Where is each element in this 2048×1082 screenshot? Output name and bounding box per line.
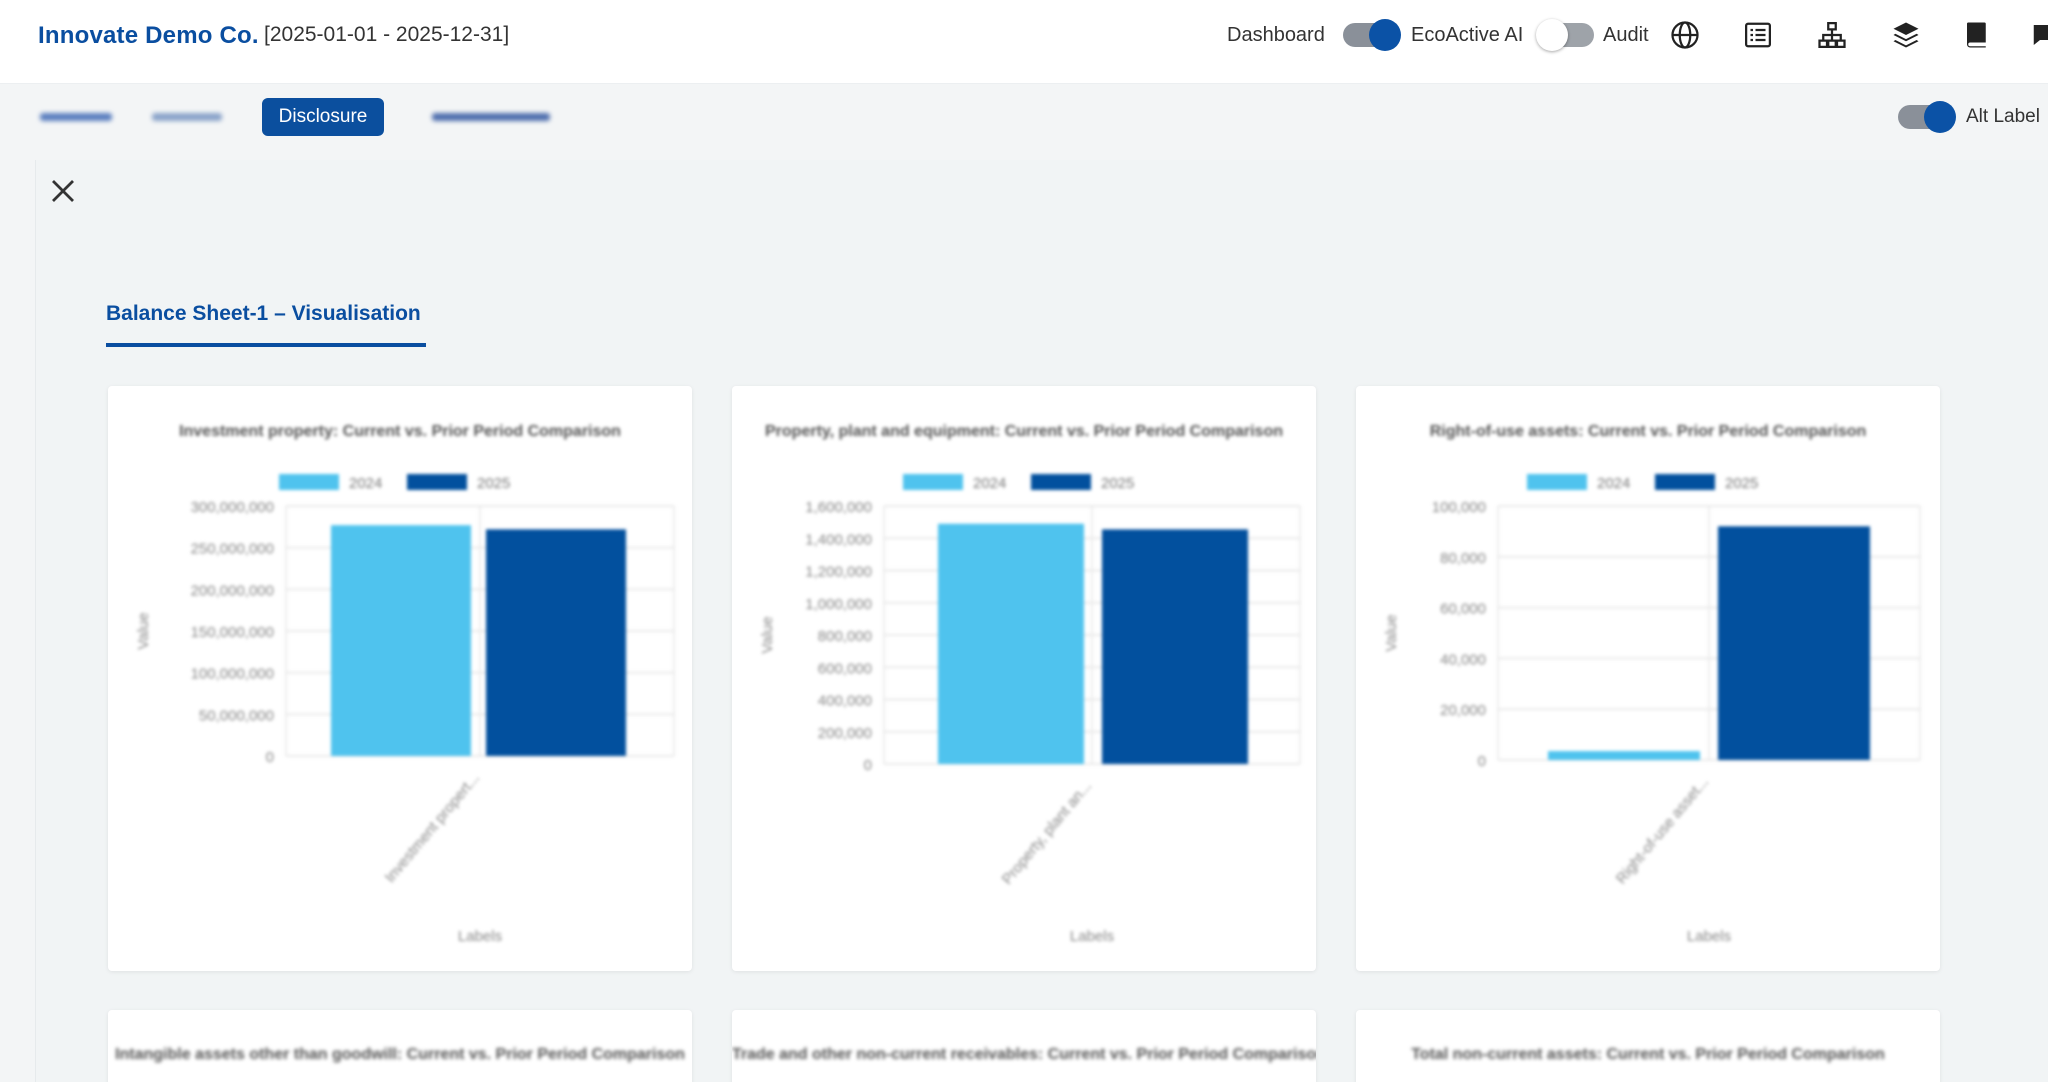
y-tick-label: 200,000,000: [191, 582, 274, 599]
nav-tab-2[interactable]: [142, 100, 236, 134]
dashboard-label: Dashboard: [1227, 24, 1325, 46]
chart-card-trade-receivables: Trade and other non-current receivables:…: [732, 1010, 1316, 1082]
y-tick-label: 0: [864, 757, 872, 774]
chart-property-plant-equipment: Property, plant and equipment: Current v…: [759, 423, 1301, 945]
x-axis-label: Labels: [458, 928, 502, 945]
y-tick-label: 1,000,000: [805, 596, 872, 613]
y-tick-label: 50,000,000: [199, 707, 274, 724]
chart-title: Intangible assets other than goodwill: C…: [115, 1046, 685, 1063]
legend-label: 2025: [477, 475, 510, 492]
legend-label: 2024: [349, 475, 382, 492]
chart-card-right-of-use-assets: Right-of-use assets: Current vs. Prior P…: [1356, 386, 1940, 971]
y-tick-label: 1,200,000: [805, 564, 872, 581]
sheet-tab-balance-sheet-1[interactable]: Balance Sheet-1 – Visualisation: [106, 302, 421, 325]
nav-tab-4[interactable]: [410, 100, 566, 134]
y-tick-label: 400,000: [818, 693, 872, 710]
y-tick-label: 100,000,000: [191, 666, 274, 683]
close-icon[interactable]: [48, 176, 78, 206]
legend-label: 2024: [1597, 475, 1630, 492]
y-tick-label: 200,000: [818, 725, 872, 742]
x-category-label: Investment propert...: [382, 770, 483, 886]
chart-title: Property, plant and equipment: Current v…: [765, 423, 1283, 440]
y-tick-label: 250,000,000: [191, 541, 274, 558]
toggle-knob: [1536, 19, 1568, 51]
bar-2024: [1548, 751, 1700, 760]
chart-title: Right-of-use assets: Current vs. Prior P…: [1430, 423, 1867, 440]
y-tick-label: 0: [1478, 753, 1486, 770]
disclosure-tab[interactable]: Disclosure: [262, 98, 384, 136]
layers-icon[interactable]: [1891, 20, 1921, 50]
ecoactive-ai-toggle[interactable]: [1536, 19, 1594, 51]
top-header: Innovate Demo Co. [2025-01-01 - 2025-12-…: [0, 0, 2048, 84]
y-tick-label: 100,000: [1432, 499, 1486, 516]
alt-label-text: Alt Label: [1966, 106, 2040, 127]
y-tick-label: 20,000: [1440, 702, 1486, 719]
legend-label: 2025: [1101, 475, 1134, 492]
y-tick-label: 150,000,000: [191, 624, 274, 641]
nav-tab-1[interactable]: [34, 100, 122, 134]
dashboard-toggle[interactable]: [1343, 19, 1401, 51]
globe-icon[interactable]: [1670, 20, 1700, 50]
chart-investment-property: Investment property: Current vs. Prior P…: [135, 423, 675, 945]
chart-card-intangible-assets: Intangible assets other than goodwill: C…: [108, 1010, 692, 1082]
alt-label-toggle[interactable]: [1898, 101, 1956, 133]
legend-swatch: [1527, 474, 1587, 490]
legend-swatch: [1031, 474, 1091, 490]
bar-2025: [1102, 529, 1248, 764]
y-tick-label: 300,000,000: [191, 499, 274, 516]
bar-2024: [938, 523, 1084, 764]
book-icon[interactable]: [1962, 20, 1992, 50]
legend-swatch: [279, 474, 339, 490]
y-axis-label: Value: [1383, 614, 1400, 651]
ecoactive-ai-label: EcoActive AI: [1411, 24, 1524, 46]
y-tick-label: 800,000: [818, 628, 872, 645]
y-tick-label: 40,000: [1440, 651, 1486, 668]
legend-swatch: [1655, 474, 1715, 490]
chat-icon[interactable]: [2030, 20, 2048, 50]
chart-title: Total non-current assets: Current vs. Pr…: [1411, 1046, 1885, 1063]
legend-swatch: [903, 474, 963, 490]
sheet-tab-underline: [106, 343, 426, 347]
legend-label: 2025: [1725, 475, 1758, 492]
x-axis-label: Labels: [1687, 928, 1731, 945]
bar-2025: [1718, 526, 1870, 760]
date-range[interactable]: [2025-01-01 - 2025-12-31]: [264, 23, 510, 46]
y-tick-label: 600,000: [818, 660, 872, 677]
bar-2024: [331, 525, 471, 756]
sitemap-icon[interactable]: [1817, 20, 1847, 50]
toggle-knob: [1369, 19, 1401, 51]
y-tick-label: 0: [266, 749, 274, 766]
y-tick-label: 80,000: [1440, 550, 1486, 567]
x-category-label: Right-of-use asset...: [1613, 774, 1712, 888]
chart-title: Trade and other non-current receivables:…: [732, 1046, 1316, 1063]
y-tick-label: 60,000: [1440, 601, 1486, 618]
y-tick-label: 1,400,000: [805, 531, 872, 548]
chart-right-of-use-assets: Right-of-use assets: Current vs. Prior P…: [1383, 423, 1921, 945]
y-axis-label: Value: [135, 612, 152, 649]
list-icon[interactable]: [1743, 20, 1773, 50]
y-axis-label: Value: [759, 616, 776, 653]
chart-title: Investment property: Current vs. Prior P…: [179, 423, 621, 440]
x-axis-label: Labels: [1070, 928, 1114, 945]
chart-card-investment-property: Investment property: Current vs. Prior P…: [108, 386, 692, 971]
bar-2025: [486, 529, 626, 756]
chart-card-property-plant-equipment: Property, plant and equipment: Current v…: [732, 386, 1316, 971]
legend-swatch: [407, 474, 467, 490]
legend-label: 2024: [973, 475, 1006, 492]
chart-card-total-non-current-assets: Total non-current assets: Current vs. Pr…: [1356, 1010, 1940, 1082]
x-category-label: Property, plant an...: [999, 778, 1095, 888]
audit-label[interactable]: Audit: [1603, 24, 1649, 46]
company-name: Innovate Demo Co.: [38, 22, 259, 49]
y-tick-label: 1,600,000: [805, 499, 872, 516]
toggle-knob: [1924, 101, 1956, 133]
